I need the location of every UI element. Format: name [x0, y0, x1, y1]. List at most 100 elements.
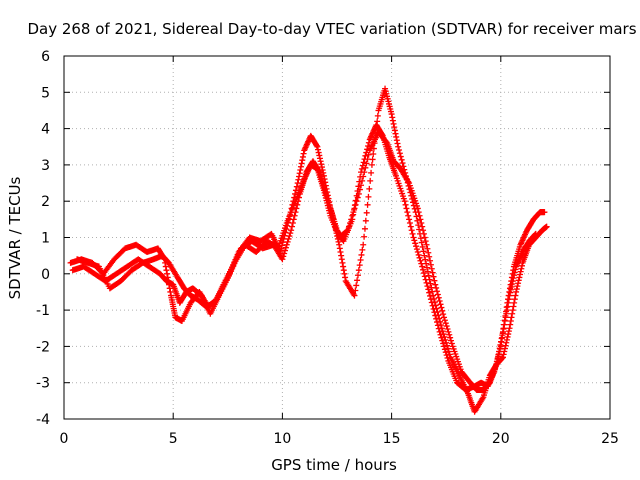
data-point [357, 257, 364, 264]
data-point [498, 338, 505, 345]
data-point [502, 342, 509, 349]
data-point [412, 240, 419, 247]
data-point [351, 292, 358, 299]
data-point [505, 296, 512, 303]
data-point [289, 223, 296, 230]
y-tick-label: -4 [36, 412, 50, 428]
data-point [373, 123, 380, 130]
data-point [362, 152, 369, 159]
data-point [346, 223, 353, 230]
data-point [439, 328, 446, 335]
data-point [495, 351, 502, 358]
data-point [511, 299, 518, 306]
data-point [356, 186, 363, 193]
x-tick-label: 10 [273, 431, 291, 447]
data-point [442, 336, 449, 343]
data-point [423, 279, 430, 286]
data-point [435, 312, 442, 319]
data-point [501, 345, 508, 352]
data-point [496, 345, 503, 352]
data-point [444, 325, 451, 332]
data-point [444, 342, 451, 349]
data-point [437, 321, 444, 328]
data-point [446, 331, 453, 338]
data-point [513, 286, 520, 293]
data-point [499, 332, 506, 339]
data-point [494, 355, 501, 362]
data-point [415, 222, 422, 229]
data-point [285, 235, 292, 242]
data-point [518, 265, 525, 272]
data-point [508, 314, 515, 321]
x-tick-label: 5 [169, 431, 178, 447]
data-point [493, 361, 500, 368]
data-point [506, 325, 513, 332]
data-point [503, 307, 510, 314]
data-point [369, 156, 376, 163]
data-point [398, 156, 405, 163]
data-point [505, 328, 512, 335]
data-point [298, 160, 305, 167]
data-point [511, 272, 518, 279]
data-point [350, 209, 357, 216]
data-point [421, 252, 428, 259]
data-point [354, 194, 361, 201]
data-point [498, 335, 505, 342]
data-point [316, 152, 323, 159]
data-point [358, 182, 365, 189]
y-tick-label: -3 [36, 376, 50, 392]
data-point [299, 153, 306, 160]
data-point [351, 205, 358, 212]
data-point [428, 265, 435, 272]
data-point [420, 227, 427, 234]
data-point [336, 241, 343, 248]
data-point [434, 288, 441, 295]
data-point [511, 296, 518, 303]
data-point [300, 150, 307, 157]
axis-ticks: 0 5 10 15 20 25 -4 -3 -2 -1 0 1 2 3 4 5 6 [36, 49, 619, 447]
data-point [419, 243, 426, 250]
data-point [287, 230, 294, 237]
data-point [395, 143, 402, 150]
y-tick-label: 6 [41, 49, 50, 65]
data-point [353, 198, 360, 205]
data-point [396, 147, 403, 154]
data-point [318, 164, 325, 171]
data-point [289, 219, 296, 226]
data-point [367, 177, 374, 184]
data-point [425, 249, 432, 256]
data-point [430, 273, 437, 280]
data-point [444, 355, 451, 362]
data-point [503, 339, 510, 346]
data-point [425, 272, 432, 279]
data-point [510, 303, 517, 310]
data-point [447, 334, 454, 341]
data-point [388, 111, 395, 118]
data-point [416, 212, 423, 219]
data-point [363, 209, 370, 216]
data-point [339, 259, 346, 266]
data-point [437, 301, 444, 308]
data-point [411, 237, 418, 244]
data-point [423, 241, 430, 248]
data-point [518, 262, 525, 269]
data-point [374, 112, 381, 119]
data-point [294, 180, 301, 187]
y-tick-label: 5 [41, 85, 50, 101]
data-point [438, 325, 445, 332]
data-point [434, 308, 441, 315]
data-point [421, 273, 428, 280]
data-point [365, 151, 372, 158]
data-point [420, 230, 427, 237]
data-point [284, 238, 291, 245]
data-point [293, 183, 300, 190]
data-point [441, 346, 448, 353]
data-point [532, 231, 539, 238]
data-point [513, 288, 520, 295]
data-point [404, 209, 411, 216]
data-point [314, 143, 321, 150]
x-tick-label: 25 [601, 431, 619, 447]
data-point [437, 318, 444, 325]
data-point [370, 151, 377, 158]
